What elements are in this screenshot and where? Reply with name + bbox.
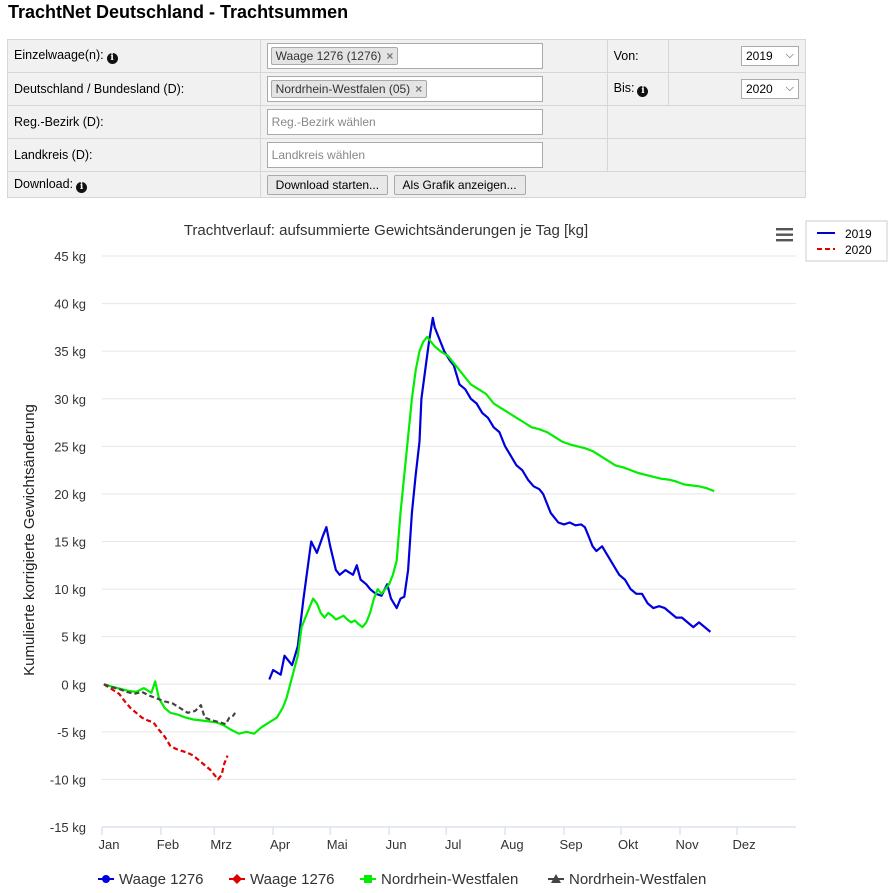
y-tick-label: 20 kg [54,487,86,502]
einzelwaage-label: Einzelwaage(n): i [7,39,261,73]
regbezirk-select[interactable]: Reg.-Bezirk wählen [266,109,543,135]
y-tick-label: 45 kg [54,249,86,264]
x-tick-label: Nov [675,837,699,852]
y-tick-label: 10 kg [54,582,86,597]
x-tick-label: Aug [501,837,524,852]
x-tick-label: Mai [327,837,348,852]
x-tick-label: Feb [157,837,179,852]
series-line [103,683,237,726]
remove-tag-icon[interactable]: × [415,82,423,96]
y-tick-label: -5 kg [57,725,86,740]
show-graph-button[interactable]: Als Grafik anzeigen... [393,174,526,195]
series-line [103,335,715,735]
y-tick-label: -15 kg [50,820,86,835]
y-tick-label: -10 kg [50,772,86,787]
chart: Trachtverlauf: aufsummierte Gewichtsände… [21,220,888,888]
legend-marker [102,875,110,883]
legend-label[interactable]: Nordrhein-Westfalen [381,871,518,888]
einzelwaage-select[interactable]: Waage 1276 (1276) × [266,43,543,69]
bundesland-label: Deutschland / Bundesland (D): [7,72,261,106]
menu-button[interactable] [772,224,796,246]
x-tick-label: Sep [559,837,582,852]
bundesland-select[interactable]: Nordrhein-Westfalen (05) × [266,76,543,102]
x-tick-label: Dez [732,837,755,852]
regbezirk-label: Reg.-Bezirk (D): [7,105,261,139]
remove-tag-icon[interactable]: × [386,49,394,63]
chevron-down-icon: ⌵ [785,49,794,61]
filter-form: Einzelwaage(n): i Waage 1276 (1276) × Von:… [7,39,807,198]
y-tick-label: 25 kg [54,439,86,454]
year-legend-label: 2019 [845,227,872,241]
y-tick-label: 0 kg [61,677,86,692]
x-tick-label: Jul [445,837,462,852]
info-icon[interactable]: i [637,86,649,97]
series-line [103,683,229,781]
y-tick-label: 15 kg [54,535,86,550]
bis-year-select[interactable]: 2020 ⌵ [741,79,799,99]
selected-tag-waage: Waage 1276 (1276) × [270,47,399,65]
von-year-select[interactable]: 2019 ⌵ [741,46,799,66]
chart-title: Trachtverlauf: aufsummierte Gewichtsände… [184,222,588,239]
y-tick-label: 5 kg [61,630,86,645]
von-label: Von: [606,39,670,73]
x-tick-label: Jan [99,837,120,852]
y-tick-label: 35 kg [54,344,86,359]
x-tick-label: Okt [618,837,639,852]
legend-label[interactable]: Waage 1276 [250,871,335,888]
landkreis-label: Landkreis (D): [7,138,261,172]
chevron-down-icon: ⌵ [785,82,794,94]
y-axis-label: Kumulierte korrigierte Gewichtsänderung [21,404,38,676]
year-legend-label: 2020 [845,243,872,257]
selected-tag-bundesland: Nordrhein-Westfalen (05) × [270,80,428,98]
page-title: TrachtNet Deutschland - Trachtsummen [8,2,349,22]
download-button[interactable]: Download starten... [266,174,389,195]
info-icon[interactable]: i [106,53,118,64]
landkreis-select[interactable]: Landkreis wählen [266,142,543,168]
year-legend: 2019 2020 [805,220,888,262]
x-tick-label: Apr [270,837,291,852]
y-tick-label: 30 kg [54,392,86,407]
legend-label[interactable]: Waage 1276 [119,871,204,888]
download-label: Download: i [7,171,261,198]
legend-marker [232,874,242,884]
x-tick-label: Jun [386,837,407,852]
legend-label[interactable]: Nordrhein-Westfalen [569,871,706,888]
legend-marker [364,875,372,883]
y-tick-label: 40 kg [54,297,86,312]
legend-marker [551,874,561,883]
series-legend: Waage 1276 Waage 1276 Nordrhein-Westfalen N… [98,871,706,888]
bis-label: Bis: i [606,72,670,106]
info-icon[interactable]: i [76,181,88,193]
series-line [268,316,712,680]
x-tick-label: Mrz [210,837,232,852]
